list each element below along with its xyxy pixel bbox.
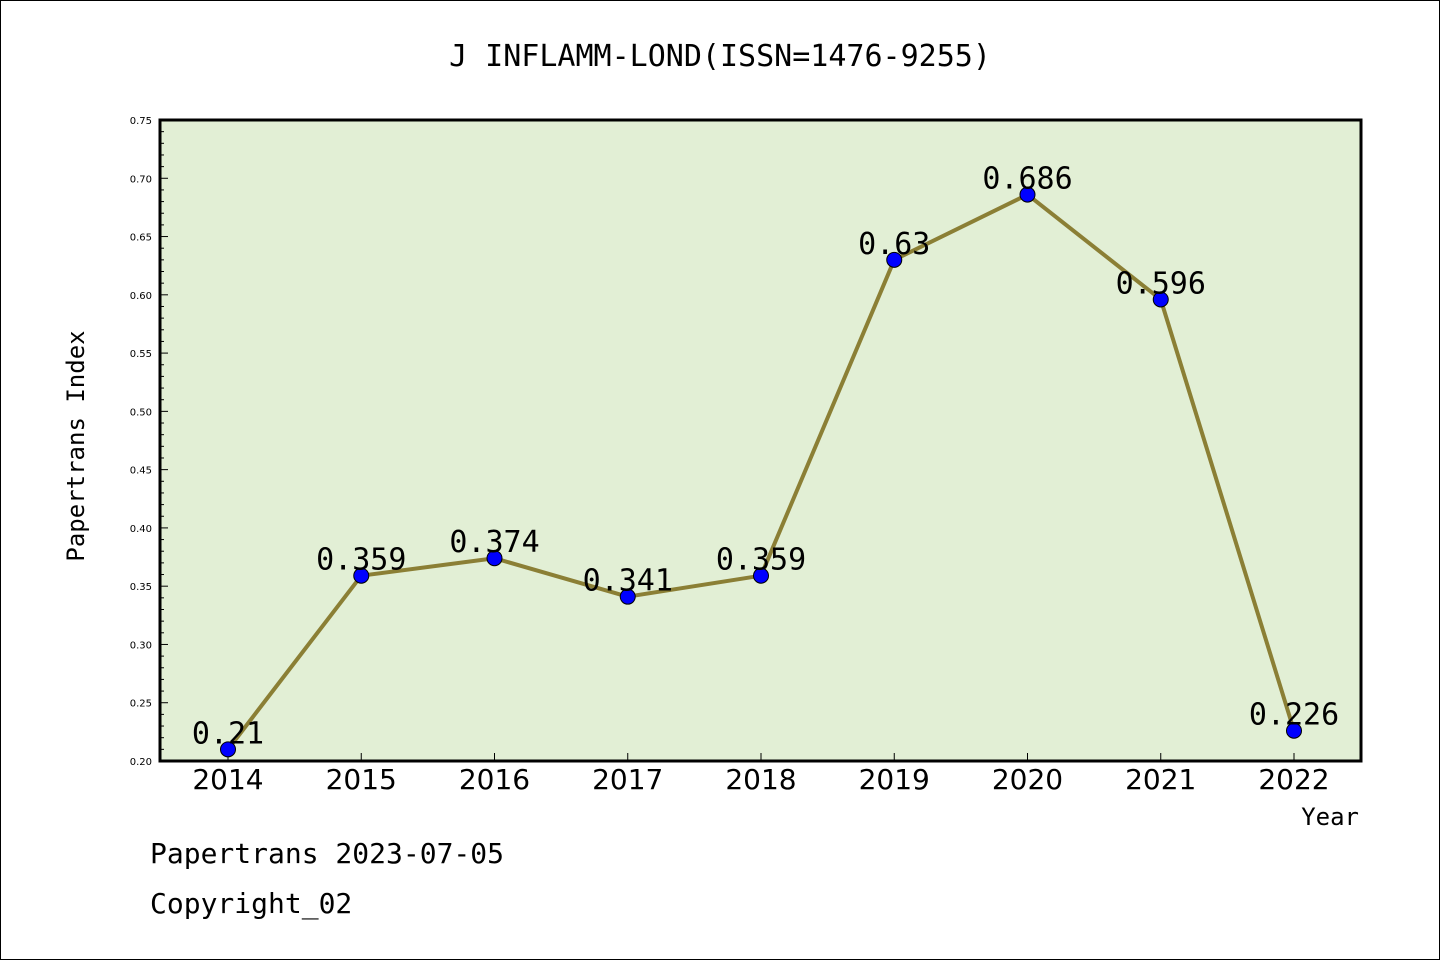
- data-labels: 0.21 0.359 0.374 0.341 0.359 0.63 0.686 0.596 0.…: [192, 162, 1339, 752]
- x-axis: 2014 2015 2016 2017 2018 2019 2020 2021 2022: [192, 753, 1330, 796]
- data-label: 0.374: [449, 525, 539, 560]
- x-axis-title: Year: [1301, 803, 1359, 831]
- data-point: [753, 567, 769, 584]
- data-point: [1019, 186, 1036, 203]
- y-tick-label: 0.30: [130, 640, 152, 651]
- y-tick-label: 0.40: [130, 524, 152, 535]
- data-label: 0.359: [716, 543, 806, 578]
- data-point: [220, 741, 236, 758]
- y-tick-label: 0.25: [130, 699, 152, 710]
- x-tick-label: 2019: [859, 763, 930, 796]
- y-tick-label: 0.70: [130, 174, 152, 185]
- x-tick-label: 2014: [192, 763, 263, 796]
- data-point: [886, 251, 903, 268]
- data-label: 0.21: [192, 716, 264, 751]
- data-point: [486, 550, 503, 567]
- x-tick-label: 2021: [1125, 763, 1196, 796]
- y-tick-label: 0.35: [130, 582, 152, 593]
- x-tick-label: 2015: [326, 763, 397, 796]
- y-tick-label: 0.45: [130, 466, 152, 477]
- data-point: [1152, 291, 1169, 308]
- y-axis: 0.20 0.25 0.30 0.35 0.40 0.45 0.50 0.55 0.60 0.65…: [130, 116, 168, 768]
- footer-copyright: Copyright_02: [150, 887, 352, 921]
- data-label: 0.359: [316, 543, 406, 578]
- data-label: 0.341: [583, 564, 673, 599]
- x-tick-label: 2018: [725, 763, 796, 796]
- data-point: [619, 588, 636, 605]
- x-tick-label: 2020: [992, 763, 1063, 796]
- y-tick-label: 0.60: [130, 291, 152, 302]
- y-tick-label: 0.75: [130, 116, 152, 127]
- y-tick-label: 0.55: [130, 349, 152, 360]
- y-tick-label: 0.65: [130, 233, 152, 244]
- x-tick-label: 2016: [459, 763, 530, 796]
- plot-area: [158, 118, 1363, 763]
- data-point: [1286, 722, 1302, 739]
- chart-title: J INFLAMM-LOND(ISSN=1476-9255): [449, 39, 991, 74]
- y-tick-label: 0.20: [130, 757, 152, 768]
- x-tick-label: 2017: [592, 763, 663, 796]
- y-tick-label: 0.50: [130, 407, 152, 418]
- y-axis-title: Papertrans Index: [62, 330, 90, 561]
- series: [220, 186, 1302, 758]
- footer-date: Papertrans 2023-07-05: [150, 837, 504, 870]
- data-label: 0.686: [982, 162, 1072, 197]
- data-point: [353, 567, 370, 584]
- data-label: 0.226: [1249, 698, 1339, 733]
- data-label: 0.596: [1116, 266, 1206, 301]
- x-tick-label: 2022: [1258, 763, 1329, 796]
- data-label: 0.63: [858, 227, 930, 262]
